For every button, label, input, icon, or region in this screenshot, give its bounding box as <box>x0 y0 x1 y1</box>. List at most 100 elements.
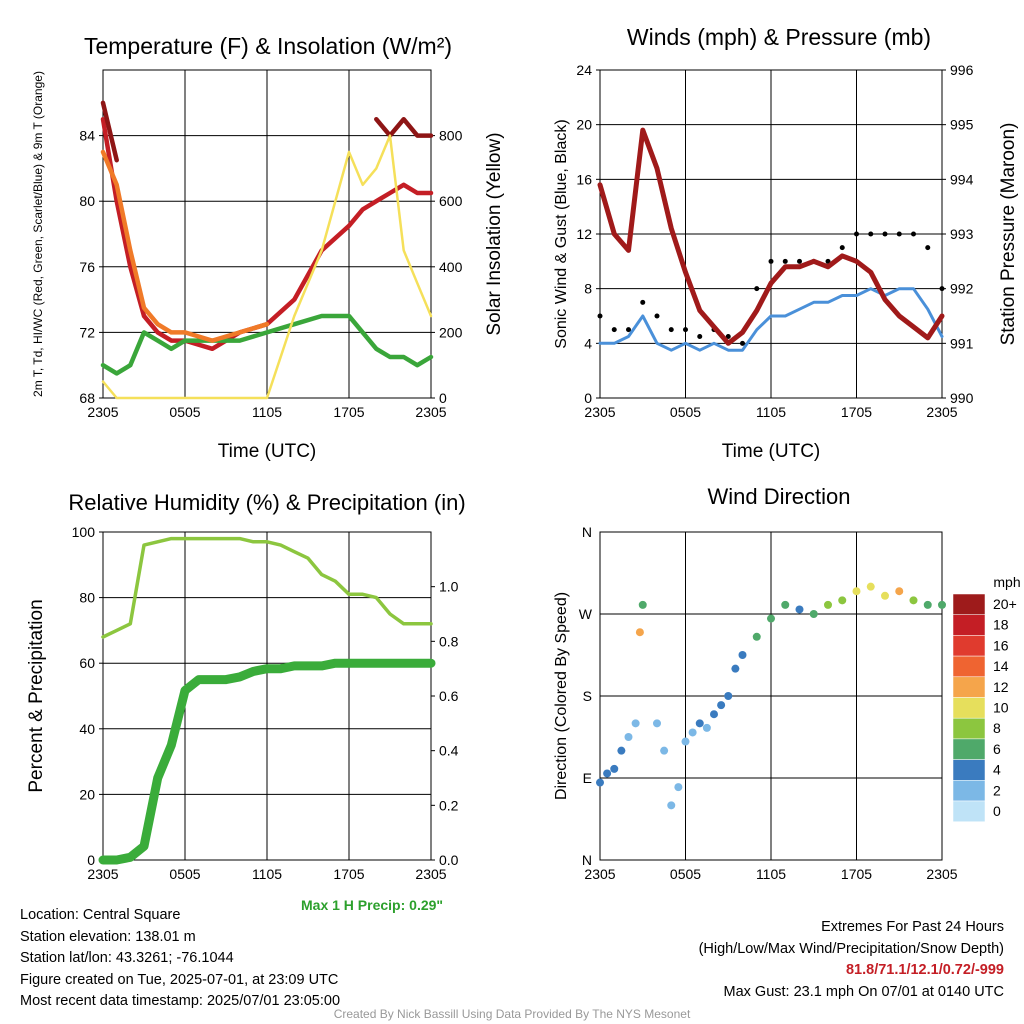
left-y-tick-label: 100 <box>72 524 96 540</box>
direction-point <box>752 632 761 641</box>
direction-point <box>631 719 640 728</box>
gust-point <box>697 334 703 339</box>
colorbar-swatch <box>952 759 986 781</box>
colorbar-swatch <box>952 655 986 678</box>
gust-point <box>654 313 660 319</box>
gust-point <box>668 327 674 333</box>
direction-point <box>738 651 747 659</box>
colorbar-swatch <box>952 635 986 657</box>
left-y-tick-label: 76 <box>79 259 95 275</box>
max-gust: Max Gust: 23.1 mph On 07/01 at 0140 UTC <box>723 983 1004 1000</box>
extremes-title: Extremes For Past 24 Hours <box>821 919 1004 935</box>
direction-point <box>895 587 904 596</box>
panel-title: Temperature (F) & Insolation (W/m²) <box>84 33 452 59</box>
series-line-td <box>100 313 434 376</box>
right-y-tick-label: 600 <box>439 193 463 209</box>
colorbar-title: mph <box>993 574 1020 590</box>
panel-title: Wind Direction <box>707 484 850 509</box>
right-y-tick-label: 996 <box>950 62 974 78</box>
series-line-9m-t <box>100 149 270 343</box>
direction-point <box>702 723 711 732</box>
direction-point <box>660 746 669 755</box>
x-tick-label: 1705 <box>841 404 872 420</box>
direction-point <box>809 610 818 618</box>
left-y-tick-label: 20 <box>79 786 95 802</box>
station-info: Location: Central Square Station elevati… <box>20 905 340 1013</box>
x-tick-label: 1105 <box>756 404 786 420</box>
direction-point <box>881 591 889 600</box>
left-y-tick-label: 72 <box>79 324 95 340</box>
right-y-tick-label: 994 <box>950 171 974 187</box>
colorbar-swatch <box>952 697 986 719</box>
series-line-relative-humidity <box>101 536 433 639</box>
humidity-panel: 2305 0505 1105 1705 23050204060801000.00.20.… <box>26 490 466 882</box>
gust-point <box>868 231 874 237</box>
direction-point <box>681 737 690 746</box>
x-axis-label: Time (UTC) <box>218 441 317 462</box>
series-line-station-pressure <box>597 127 945 346</box>
colorbar-label: 20+ <box>993 596 1017 612</box>
x-tick-label: 2305 <box>87 866 118 882</box>
gust-point <box>854 231 859 237</box>
extremes-values: 81.8/71.1/12.1/0.72/-999 <box>845 962 1004 978</box>
direction-point <box>838 596 847 605</box>
max-precip-label: Max 1 H Precip: 0.29" <box>301 897 444 913</box>
colorbar-label: 12 <box>993 679 1009 695</box>
gust-point <box>754 286 760 292</box>
right-y-axis-label: Solar Insolation (Yellow) <box>484 132 505 335</box>
left-y-axis-label: Direction (Colored By Speed) <box>553 592 570 800</box>
right-y-axis-label: Station Pressure (Maroon) <box>998 123 1019 346</box>
gust-point <box>782 258 788 264</box>
x-tick-label: 1105 <box>252 404 282 420</box>
right-y-tick-label: 200 <box>439 324 463 340</box>
info-location: Location: Central Square <box>20 907 181 923</box>
colorbar-label: 16 <box>993 637 1009 653</box>
colorbar-swatch <box>952 593 986 615</box>
direction-point <box>638 600 647 609</box>
gust-point <box>825 258 831 264</box>
left-y-tick-label: 8 <box>584 281 592 297</box>
direction-point <box>909 596 918 605</box>
right-y-tick-label: 992 <box>950 281 974 297</box>
right-y-tick-label: 0.4 <box>439 743 459 759</box>
x-axis-label: Time (UTC) <box>722 441 821 462</box>
colorbar-label: 8 <box>993 720 1001 736</box>
right-y-tick-label: 0.8 <box>439 633 459 649</box>
left-y-axis-label: Sonic Wind & Gust (Blue, Black) <box>553 119 570 348</box>
left-y-tick-label: 24 <box>576 62 592 78</box>
direction-point <box>923 600 932 609</box>
info-timestamp: Most recent data timestamp: 2025/07/01 2… <box>20 993 341 1009</box>
right-y-tick-label: 991 <box>950 335 974 351</box>
gust-point <box>611 327 617 333</box>
x-tick-label: 1705 <box>333 866 364 882</box>
direction-point <box>824 600 832 609</box>
right-y-tick-label: 0.6 <box>439 688 459 704</box>
left-y-tick-label: 84 <box>79 128 95 144</box>
colorbar-swatch <box>952 676 986 698</box>
extremes-info: Extremes For Past 24 Hours (High/Low/Max… <box>699 917 1004 1003</box>
direction-point <box>688 728 697 737</box>
right-y-tick-label: 0.2 <box>439 797 459 813</box>
direction-point <box>624 733 633 741</box>
direction-point <box>710 710 718 719</box>
right-y-tick-label: 993 <box>950 226 974 242</box>
x-tick-label: 1705 <box>841 866 872 882</box>
left-y-tick-label: 0 <box>584 390 592 406</box>
right-y-tick-label: 0 <box>439 390 447 406</box>
left-y-tick-label: 16 <box>576 171 592 187</box>
direction-point <box>852 587 861 596</box>
gust-point <box>597 313 603 319</box>
colorbar-label: 0 <box>993 803 1001 819</box>
x-tick-label: 2305 <box>87 404 118 420</box>
gust-point <box>839 245 845 251</box>
gust-point <box>626 327 631 333</box>
gust-point <box>725 334 731 339</box>
extremes-legend: (High/Low/Max Wind/Precipitation/Snow De… <box>698 940 1004 957</box>
direction-tick-label: W <box>579 606 593 622</box>
direction-point <box>695 719 704 728</box>
direction-point <box>781 600 790 609</box>
left-y-tick-label: 20 <box>576 117 592 133</box>
right-y-tick-label: 0.0 <box>439 852 459 868</box>
direction-point <box>603 769 612 778</box>
x-tick-label: 1105 <box>756 866 786 882</box>
